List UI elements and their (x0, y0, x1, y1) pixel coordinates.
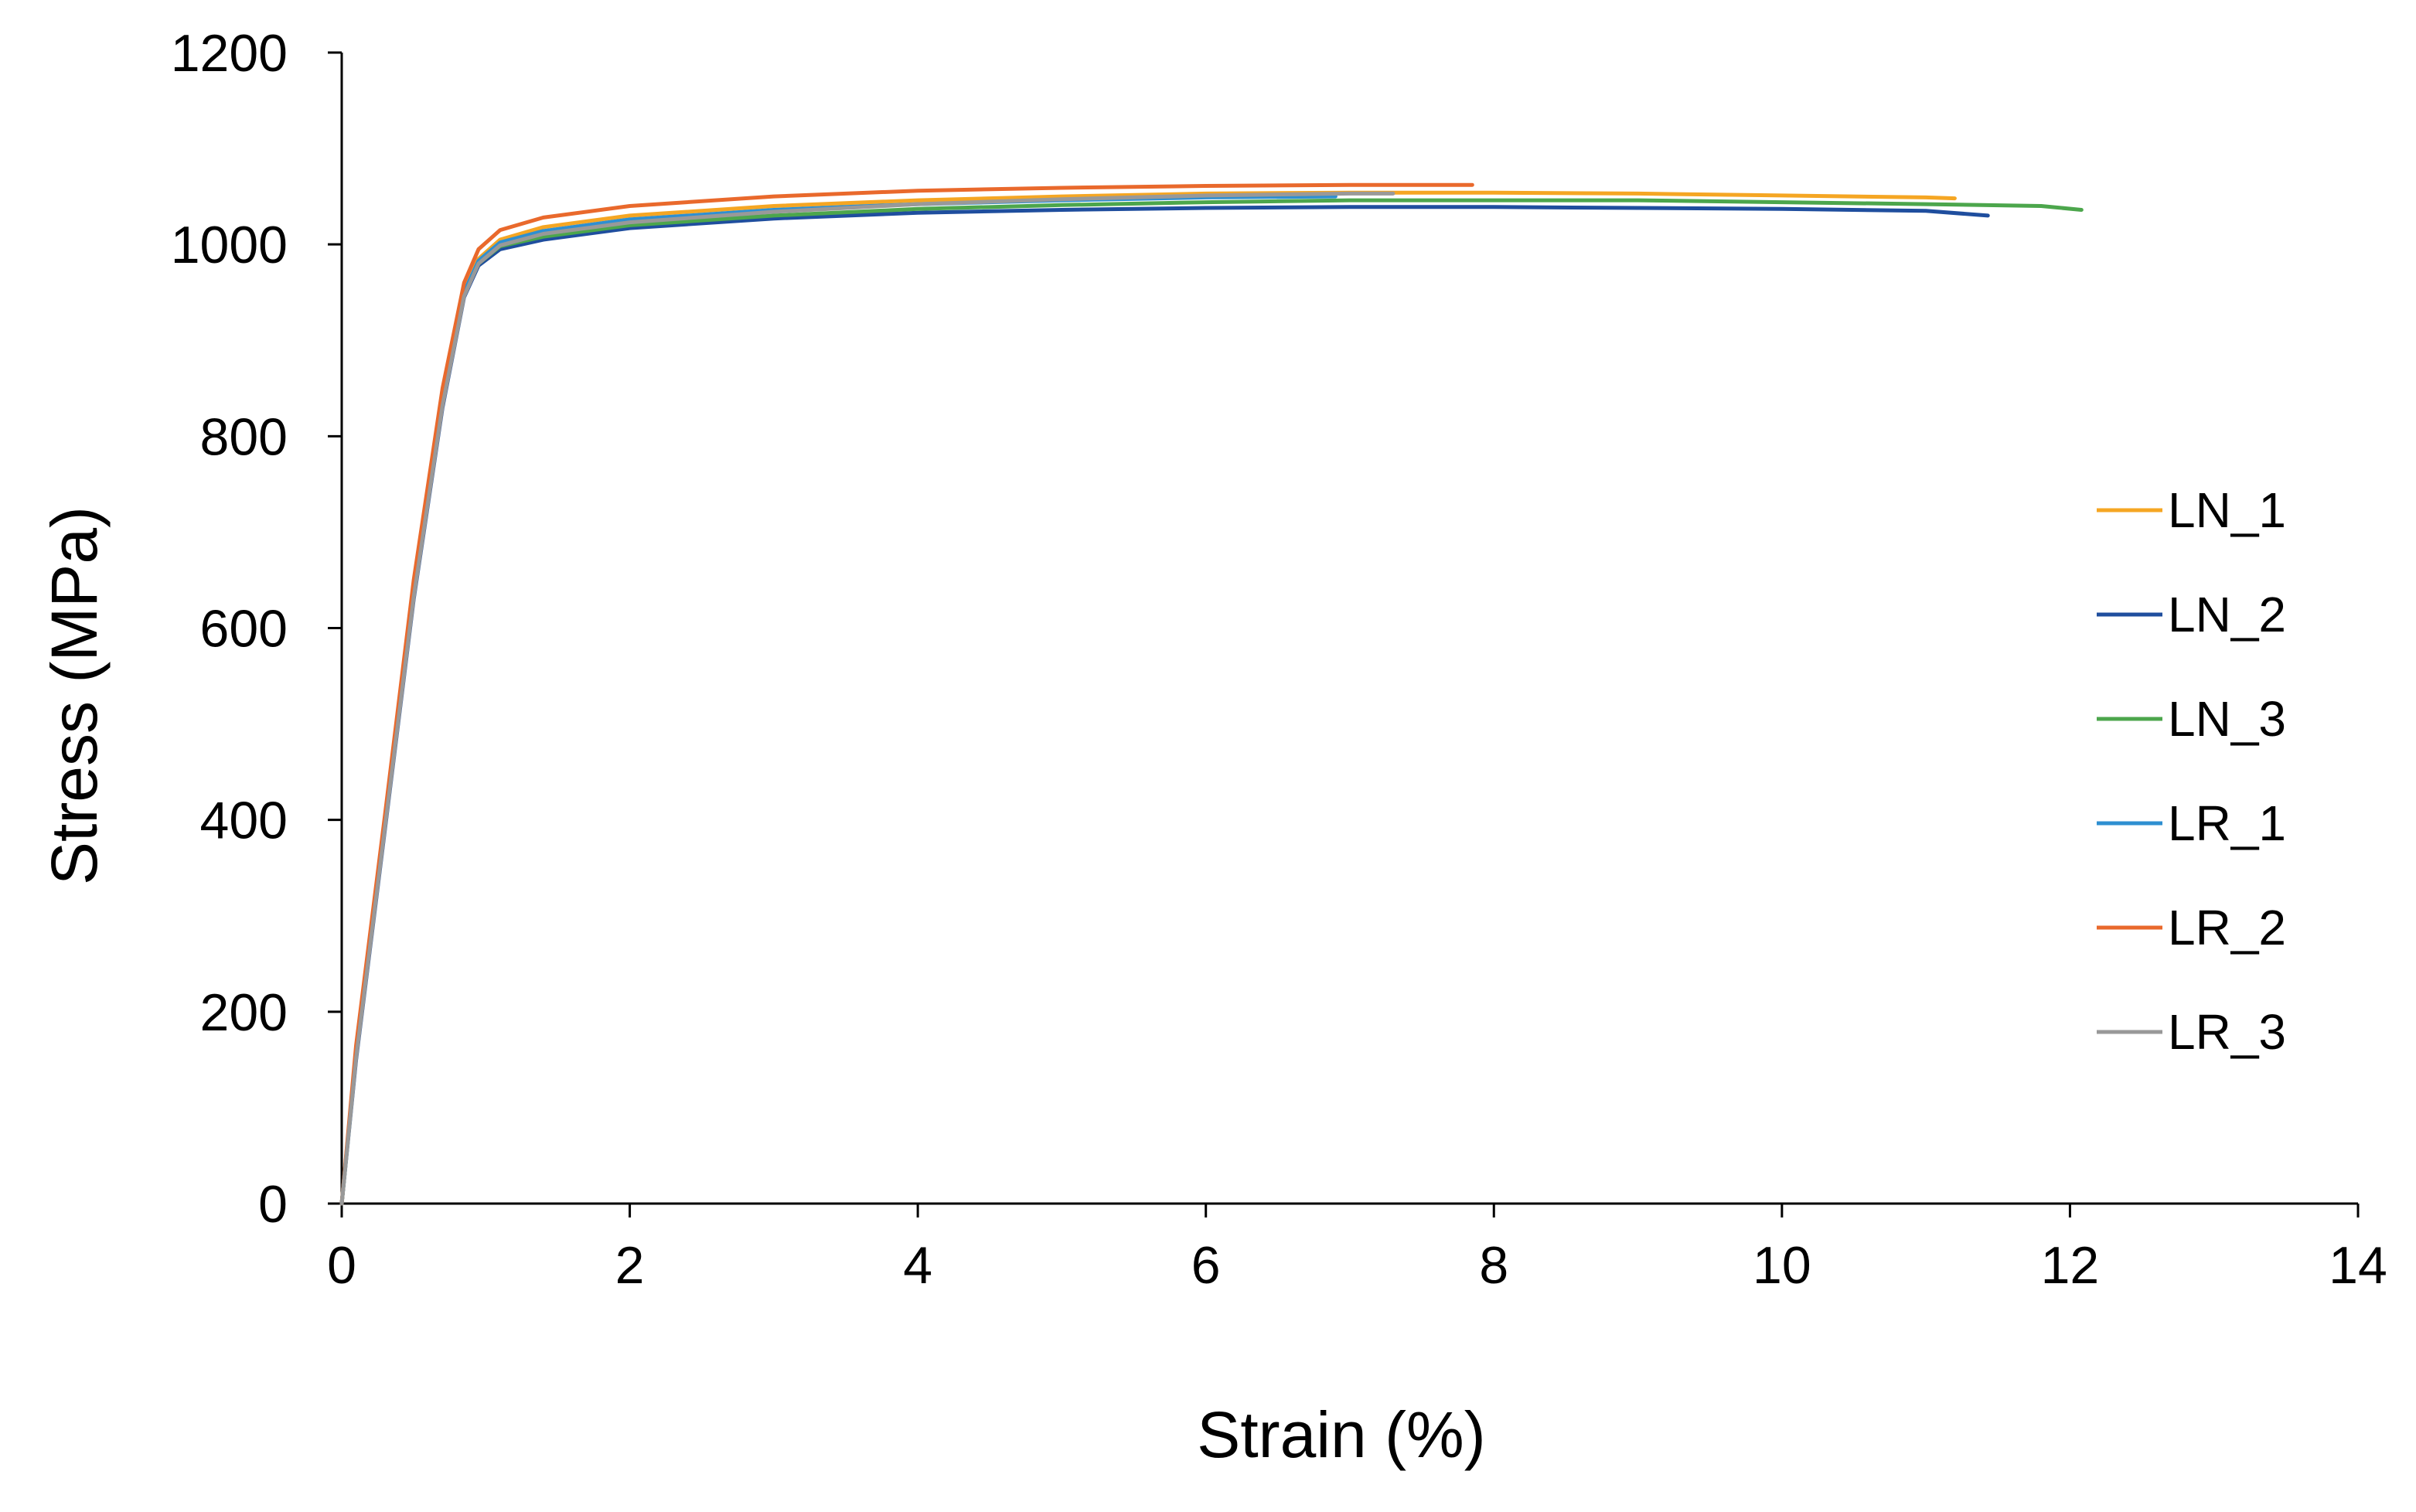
x-tick-label: 0 (327, 1236, 356, 1295)
x-tick-label: 4 (903, 1236, 932, 1295)
series-line-ln-3 (339, 198, 2084, 1206)
y-tick-label: 800 (200, 407, 288, 466)
y-tick-label: 1000 (171, 216, 288, 274)
x-tick-label: 12 (2041, 1236, 2100, 1295)
legend-item: LN_1 (2097, 482, 2286, 538)
y-tick-label: 400 (200, 792, 288, 850)
x-tick-label: 6 (1191, 1236, 1221, 1295)
legend-item: LR_2 (2097, 900, 2286, 955)
legend-item: LN_2 (2097, 587, 2286, 642)
legend-item: LR_1 (2097, 795, 2286, 851)
legend-label: LR_3 (2168, 1004, 2286, 1060)
legend-item: LR_3 (2097, 1004, 2286, 1060)
y-tick-label: 200 (200, 983, 288, 1042)
legend-label: LN_2 (2168, 587, 2286, 642)
legend-label: LN_1 (2168, 482, 2286, 538)
series-line-ln-1 (339, 190, 1957, 1206)
x-axis-title: Strain (%) (1197, 1398, 1485, 1471)
series-line-ln-2 (339, 205, 1990, 1206)
y-tick-label: 0 (258, 1175, 288, 1234)
y-axis-title: Stress (MPa) (38, 506, 111, 885)
y-tick-label: 1200 (171, 24, 288, 83)
x-tick-label: 10 (1753, 1236, 1811, 1295)
x-tick-label: 2 (615, 1236, 645, 1295)
legend-label: LN_3 (2168, 691, 2286, 747)
x-tick-label: 14 (2329, 1236, 2387, 1295)
legend-label: LR_1 (2168, 795, 2286, 851)
series-line-lr-3 (339, 191, 1395, 1206)
series-line-lr-1 (339, 194, 1337, 1206)
series-line-lr-2 (339, 182, 1474, 1206)
axes: 0 2 4 6 8 10 12 14 0 200 400 600 800 1000 1200 (171, 24, 2387, 1295)
legend-item: LN_3 (2097, 691, 2286, 747)
x-tick-label: 8 (1479, 1236, 1508, 1295)
legend: LN_1 LN_2 LN_3 LR_1 LR_2 LR_3 (2097, 482, 2286, 1060)
series-lines (339, 182, 2084, 1206)
legend-label: LR_2 (2168, 900, 2286, 955)
y-tick-label: 600 (200, 600, 288, 659)
